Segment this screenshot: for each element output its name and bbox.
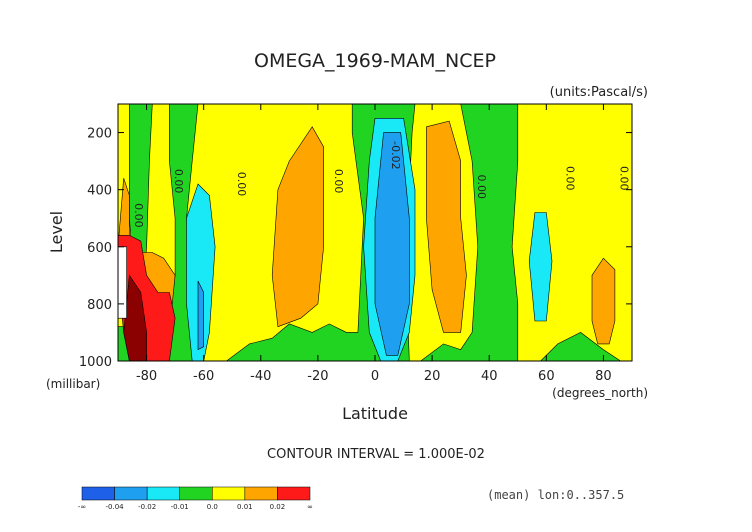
x-tick-label-6: 40 xyxy=(481,369,498,384)
colorbar-swatch-6 xyxy=(277,486,311,501)
region-cyan-14 xyxy=(186,183,216,361)
region-orange-8 xyxy=(271,126,324,328)
colorbar-swatch-5 xyxy=(244,486,278,501)
units-label: (units:Pascal/s) xyxy=(550,85,648,100)
y-tick-label-1: 400 xyxy=(87,184,112,199)
colorbar-swatch-0 xyxy=(81,486,115,501)
x-tick-label-8: 80 xyxy=(595,369,612,384)
colorbar-swatch-4 xyxy=(212,486,246,501)
x-axis-units: (degrees_north) xyxy=(552,386,648,400)
x-axis-label: Latitude xyxy=(342,404,408,423)
colorbar-swatch-3 xyxy=(179,486,213,501)
region-missing-13 xyxy=(118,246,127,319)
x-tick-label-5: 20 xyxy=(424,369,441,384)
x-tick-label-7: 60 xyxy=(538,369,555,384)
contour-fill-regions xyxy=(118,104,632,361)
colorbar-label-3: -0.01 xyxy=(171,503,189,511)
contour-label-7: 0.00 xyxy=(618,166,631,191)
region-cyan-18 xyxy=(528,212,553,322)
colorbar-label-0: -∞ xyxy=(78,503,86,511)
x-tick-label-4: 0 xyxy=(371,369,379,384)
x-tick-label-1: -60 xyxy=(193,369,214,384)
contour-label-6: 0.00 xyxy=(563,166,576,191)
contour-label-1: 0.00 xyxy=(172,169,185,194)
region-orange-10 xyxy=(591,257,616,345)
y-axis-label: Level xyxy=(47,211,66,253)
x-tick-label-2: -40 xyxy=(250,369,271,384)
colorbar-label-1: -0.04 xyxy=(106,503,125,511)
y-axis-units: (millibar) xyxy=(46,377,100,391)
y-tick-label-2: 600 xyxy=(87,241,112,256)
contour-label-5: 0.00 xyxy=(475,175,488,200)
chart-title: OMEGA_1969-MAM_NCEP xyxy=(254,50,496,72)
colorbar-swatch-1 xyxy=(114,486,148,501)
contour-interval-text: CONTOUR INTERVAL = 1.000E-02 xyxy=(267,447,485,462)
contour-label-0: 0.00 xyxy=(132,203,145,228)
contour-label-4: -0.02 xyxy=(389,141,402,169)
colorbar-swatch-2 xyxy=(146,486,180,501)
y-axis-ticks: 200 400 600 800 1000 xyxy=(79,127,632,370)
contour-label-3: 0.00 xyxy=(332,169,345,194)
y-tick-label-4: 1000 xyxy=(79,355,112,370)
region-blue-15 xyxy=(197,280,204,351)
y-tick-label-0: 200 xyxy=(87,127,112,142)
region-blue-17 xyxy=(374,132,410,356)
x-tick-label-3: -20 xyxy=(307,369,328,384)
colorbar-label-6: 0.02 xyxy=(270,503,286,511)
colorbar-label-7: ∞ xyxy=(307,503,313,511)
colorbar-label-4: 0.0 xyxy=(207,503,218,511)
y-tick-label-3: 800 xyxy=(87,298,112,313)
region-darkred-12 xyxy=(123,274,147,361)
colorbar-label-5: 0.01 xyxy=(237,503,253,511)
contour-label-2: 0.00 xyxy=(235,172,248,197)
colorbar: -∞ -0.04 -0.02 -0.01 0.0 0.01 0.02 ∞ xyxy=(78,486,313,511)
region-orange-9 xyxy=(426,120,467,333)
footer-text: (mean) lon:0..357.5 xyxy=(487,488,624,502)
colorbar-label-2: -0.02 xyxy=(138,503,156,511)
x-tick-label-0: -80 xyxy=(136,369,157,384)
contour-labels: 0.00 0.00 0.00 0.00 -0.02 0.00 0.00 0.00 xyxy=(132,141,630,227)
x-axis-ticks: -80 -60 -40 -20 0 20 40 60 80 xyxy=(136,104,612,384)
